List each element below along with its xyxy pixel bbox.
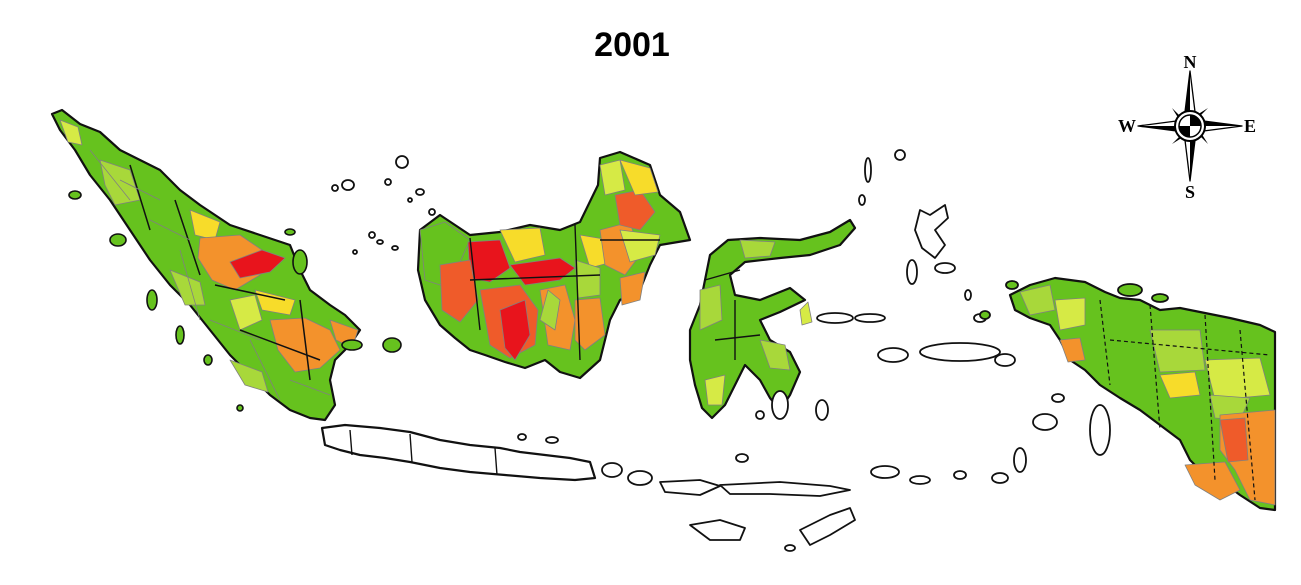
sumatra-island [50,108,362,422]
kalimantan-island [416,150,692,380]
sumatra-region-light-4 [169,269,206,306]
java-province-lines [349,429,498,476]
sulawesi-island [688,218,857,420]
papua-province-border [1099,299,1271,501]
sulawesi-light-3 [759,339,791,371]
compass-rose-icon: N S E W [1118,52,1256,202]
sumatra-district-lines [89,149,331,401]
kalimantan-orange-1 [439,259,479,323]
kalimantan-orange-6 [619,271,646,306]
sulawesi-light-1 [699,284,723,331]
compass-west-label: W [1118,116,1136,136]
sulawesi-yellow-1 [799,301,813,326]
papua-orange-1 [1059,337,1086,363]
sulawesi-base [688,218,857,420]
kalimantan-yellow-3 [619,159,659,196]
papua-light-3 [1204,357,1271,401]
compass-east-label: E [1244,116,1256,136]
kalimantan-light-1 [539,289,561,331]
nusa-tenggara-islands [517,433,967,552]
java-base [320,423,597,482]
papua-red-1 [1219,417,1249,463]
sumatra-region-light-2 [99,159,141,206]
papua-orange-3 [1184,461,1241,501]
map-title: 2001 [594,26,670,64]
papua-yellow-2 [1159,371,1201,399]
sulawesi-light-4 [739,239,776,259]
kalimantan-light-2 [599,159,626,196]
papua-light-2 [1149,329,1206,373]
sumatra-region-light-3 [229,294,263,331]
sumatra-region-red-1 [229,249,286,279]
sulawesi-light-2 [704,374,726,406]
papua-small-islands [979,280,1169,320]
sumatra-region-light-5 [229,359,269,393]
sumatra-province-border [129,164,321,381]
sumatra-small-islands [68,190,402,412]
kalimantan-light-3 [619,229,661,263]
kalimantan-yellow-1 [499,227,546,263]
natuna-riau-islands [331,155,436,255]
sumatra-region-light-1 [59,119,83,146]
sulawesi-province-border [704,269,761,360]
sulawesi-small-islands [735,149,1016,463]
kalimantan-red-3 [499,299,531,361]
papua-island [1008,276,1277,512]
kalimantan-orange-4 [574,297,606,351]
papua-light-1 [1019,284,1056,316]
papua-yellow-1 [1054,297,1086,331]
java-island [320,423,597,482]
kalimantan-province-border [469,224,660,361]
compass-south-label: S [1185,182,1195,202]
compass-north-label: N [1184,52,1197,72]
maluku-islands [906,204,1111,484]
